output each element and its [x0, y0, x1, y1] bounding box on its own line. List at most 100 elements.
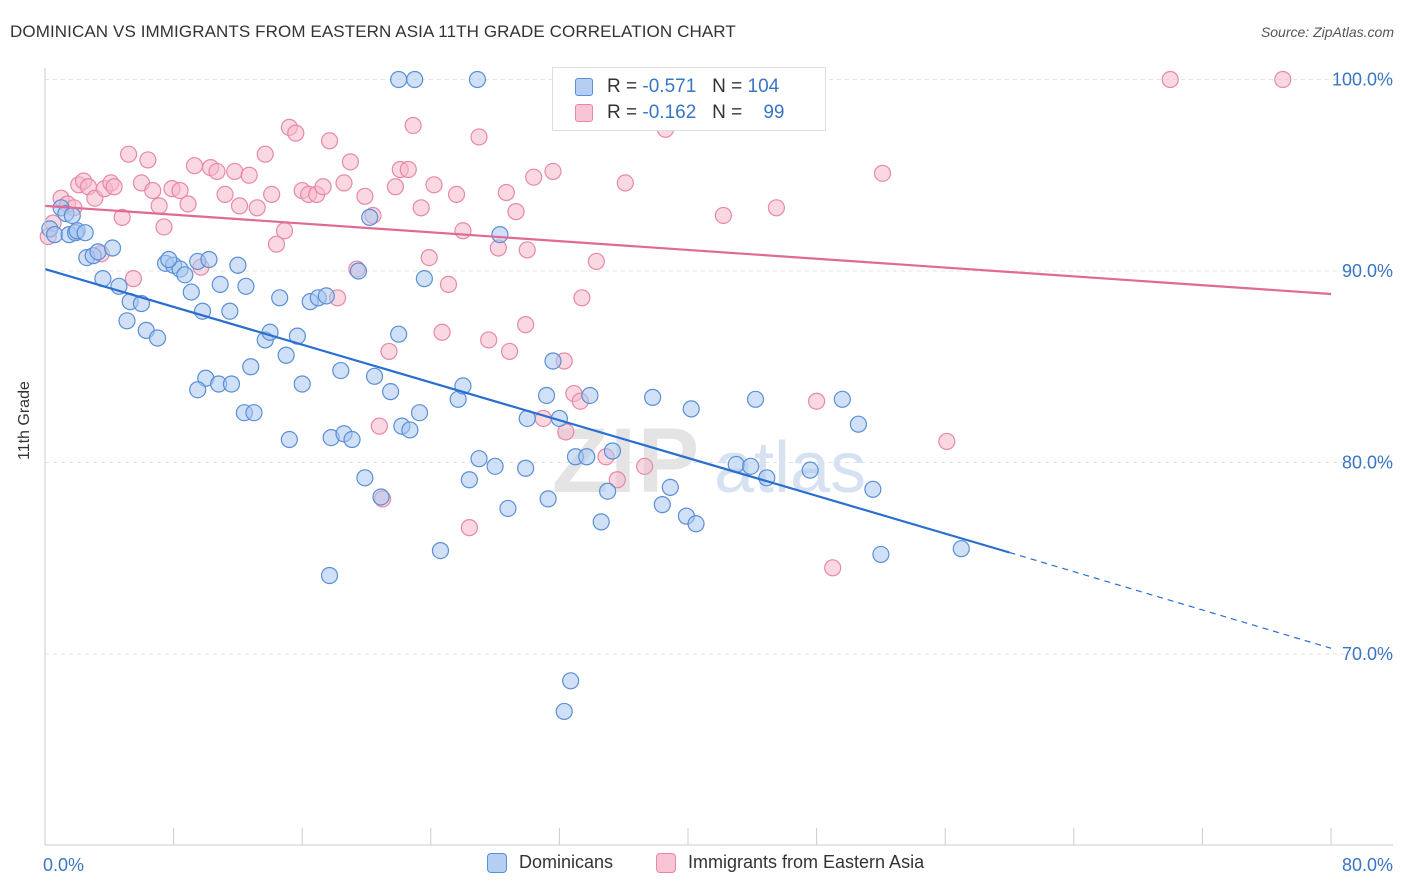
dominican-point [833, 390, 851, 408]
immigrant-point [525, 168, 543, 186]
immigrant-point [113, 208, 131, 226]
dominican-point [242, 358, 260, 376]
legend-row-dominicans: R = -0.571 N = 104 [575, 75, 779, 99]
dominican-point [221, 302, 239, 320]
dominican-point [599, 482, 617, 500]
immigrant-point [824, 559, 842, 577]
dominican-point [410, 404, 429, 422]
immigrants-trend-line [44, 204, 1332, 296]
dominican-point [63, 206, 81, 225]
dominican-point [661, 478, 679, 496]
series-legend-immigrants[interactable]: Immigrants from Eastern Asia [656, 852, 924, 873]
legend-n-label: N = [712, 102, 743, 123]
immigrant-point [208, 162, 226, 181]
dominican-point [343, 430, 361, 449]
legend-row-immigrants: R = -0.162 N = 99 [575, 101, 784, 125]
immigrant-point [267, 235, 286, 253]
dominican-point [460, 471, 478, 489]
dominican-point [189, 381, 207, 399]
immigrant-point [447, 185, 466, 203]
dominican-point [431, 541, 450, 560]
dominican-point [653, 496, 671, 514]
immigrant-point [1161, 70, 1179, 89]
legend-r-label: R = [607, 76, 638, 97]
dominican-point [372, 488, 390, 506]
dominican-point [280, 430, 298, 449]
correlation-legend: R = -0.571 N = 104 R = -0.162 N = 99 [552, 67, 826, 131]
immigrant-point [179, 195, 197, 213]
immigrant-point [439, 275, 458, 294]
tick-labels: 100.0% 90.0% 80.0% 70.0% 0.0% 80.0% [43, 70, 1393, 876]
dominicans-trend-line [44, 268, 1010, 554]
dominican-point [864, 480, 882, 498]
dominican-point [491, 226, 509, 244]
legend-r-value: -0.162 [642, 102, 697, 123]
dominican-point [222, 375, 241, 393]
dominican-point [544, 352, 562, 370]
immigrant-point [497, 183, 515, 202]
series-legend-label: Immigrants from Eastern Asia [688, 852, 925, 872]
dominican-point [952, 540, 970, 558]
immigrant-point [226, 162, 244, 181]
dominican-point [76, 224, 94, 242]
dominican-point [537, 386, 556, 405]
dominican-point [592, 513, 610, 531]
y-tick-label: 80.0% [1342, 453, 1393, 473]
immigrant-point [807, 392, 826, 410]
immigrant-point [380, 342, 398, 361]
dominican-point [603, 442, 622, 460]
dominican-point [332, 361, 350, 380]
immigrant-point [767, 199, 786, 217]
dominican-point [390, 325, 408, 343]
dominican-point [46, 226, 64, 244]
immigrant-point [635, 457, 654, 475]
dominican-point [415, 270, 433, 288]
immigrant-point [587, 252, 605, 271]
chart-title: DOMINICAN VS IMMIGRANTS FROM EASTERN ASI… [10, 22, 736, 41]
immigrant-point [240, 166, 258, 184]
immigrant-point [412, 199, 430, 217]
immigrant-point [399, 160, 417, 179]
immigrant-point [500, 342, 519, 361]
immigrant-point [124, 270, 143, 288]
y-tick-label: 100.0% [1332, 70, 1393, 90]
x-tick-label: 80.0% [1342, 855, 1393, 875]
dominican-point [470, 450, 488, 468]
immigrant-point [105, 178, 123, 196]
immigrant-point [480, 331, 498, 349]
dominican-point [539, 490, 557, 508]
dominican-point [277, 346, 295, 364]
dominican-point [406, 70, 424, 89]
immigrant-point [256, 145, 274, 163]
immigrant-point [544, 162, 562, 181]
dominican-point [160, 250, 178, 269]
immigrant-point [938, 432, 956, 451]
dominican-point [555, 702, 573, 721]
dominican-point [382, 383, 400, 401]
dominican-point [468, 70, 487, 89]
series-swatch-blue [487, 852, 507, 873]
dominican-point [562, 672, 580, 690]
dominican-point [320, 566, 339, 585]
dominican-point [517, 459, 535, 477]
immigrant-point [230, 197, 249, 215]
dominican-point [578, 448, 596, 466]
series-legend-dominicans[interactable]: Dominicans [487, 852, 613, 873]
series-swatch-pink [656, 852, 676, 873]
immigrant-point [139, 151, 157, 169]
immigrant-point [287, 124, 305, 142]
dominican-point [644, 388, 662, 406]
immigrant-point [433, 323, 451, 341]
dominican-point [245, 404, 263, 422]
source-label: Source: ZipAtlas.com [1260, 24, 1394, 40]
immigrant-point [144, 181, 162, 200]
dominican-point [361, 208, 379, 226]
immigrant-point [263, 185, 281, 203]
dominican-point [103, 239, 122, 257]
immigrant-point [616, 174, 634, 192]
immigrant-point [454, 222, 472, 240]
dominican-point [746, 390, 765, 408]
x-tick-label: 0.0% [43, 855, 84, 875]
watermark: ZIP atlas [552, 410, 866, 512]
immigrant-point [1274, 70, 1292, 89]
